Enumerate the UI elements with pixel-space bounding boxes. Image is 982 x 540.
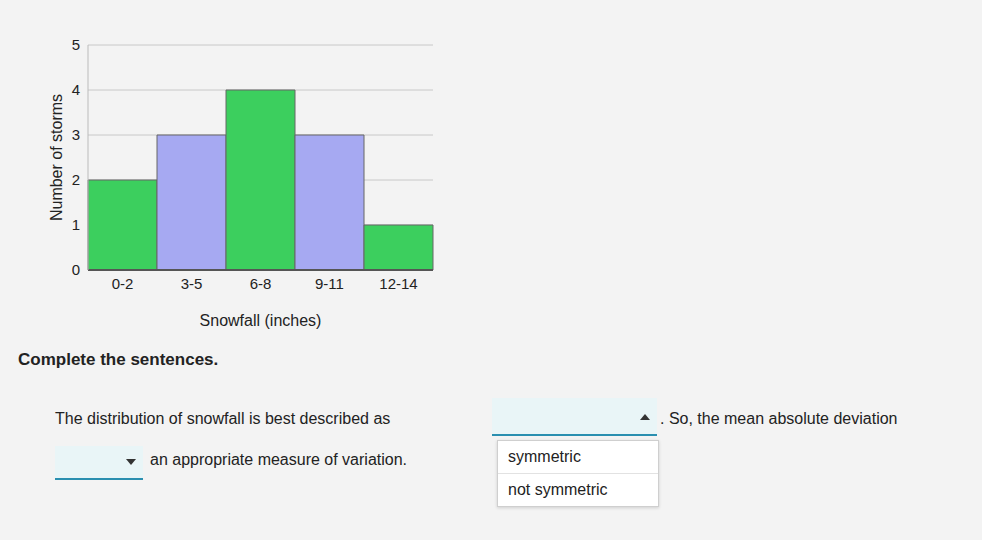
svg-text:12-14: 12-14 [379, 275, 417, 292]
svg-text:1: 1 [72, 216, 80, 233]
html-text:not symmetric: not symmetric [508, 481, 608, 498]
svg-text:0: 0 [72, 261, 80, 278]
html-text:symmetric: symmetric [508, 448, 581, 465]
svg-text:9-11: 9-11 [315, 275, 344, 292]
svg-text:3-5: 3-5 [181, 275, 203, 292]
html-text:The distribution of snowfall i: The distribution of snowfall is best des… [55, 410, 391, 427]
svg-text:4: 4 [72, 81, 80, 98]
html-text:. So, the mean absolute deviat: . So, the mean absolute deviation [660, 410, 898, 427]
svg-text:Snowfall (inches): Snowfall (inches) [200, 312, 322, 329]
svg-text:2: 2 [72, 171, 80, 188]
svg-text:6-8: 6-8 [250, 275, 272, 292]
svg-text:3: 3 [72, 126, 80, 143]
html-text:an appropriate measure of vari: an appropriate measure of variation. [150, 451, 407, 468]
svg-text:5: 5 [72, 36, 80, 53]
svg-text:0-2: 0-2 [112, 275, 134, 292]
html-text:Complete the sentences.: Complete the sentences. [18, 350, 219, 369]
svg-text:Number of storms: Number of storms [48, 94, 65, 221]
